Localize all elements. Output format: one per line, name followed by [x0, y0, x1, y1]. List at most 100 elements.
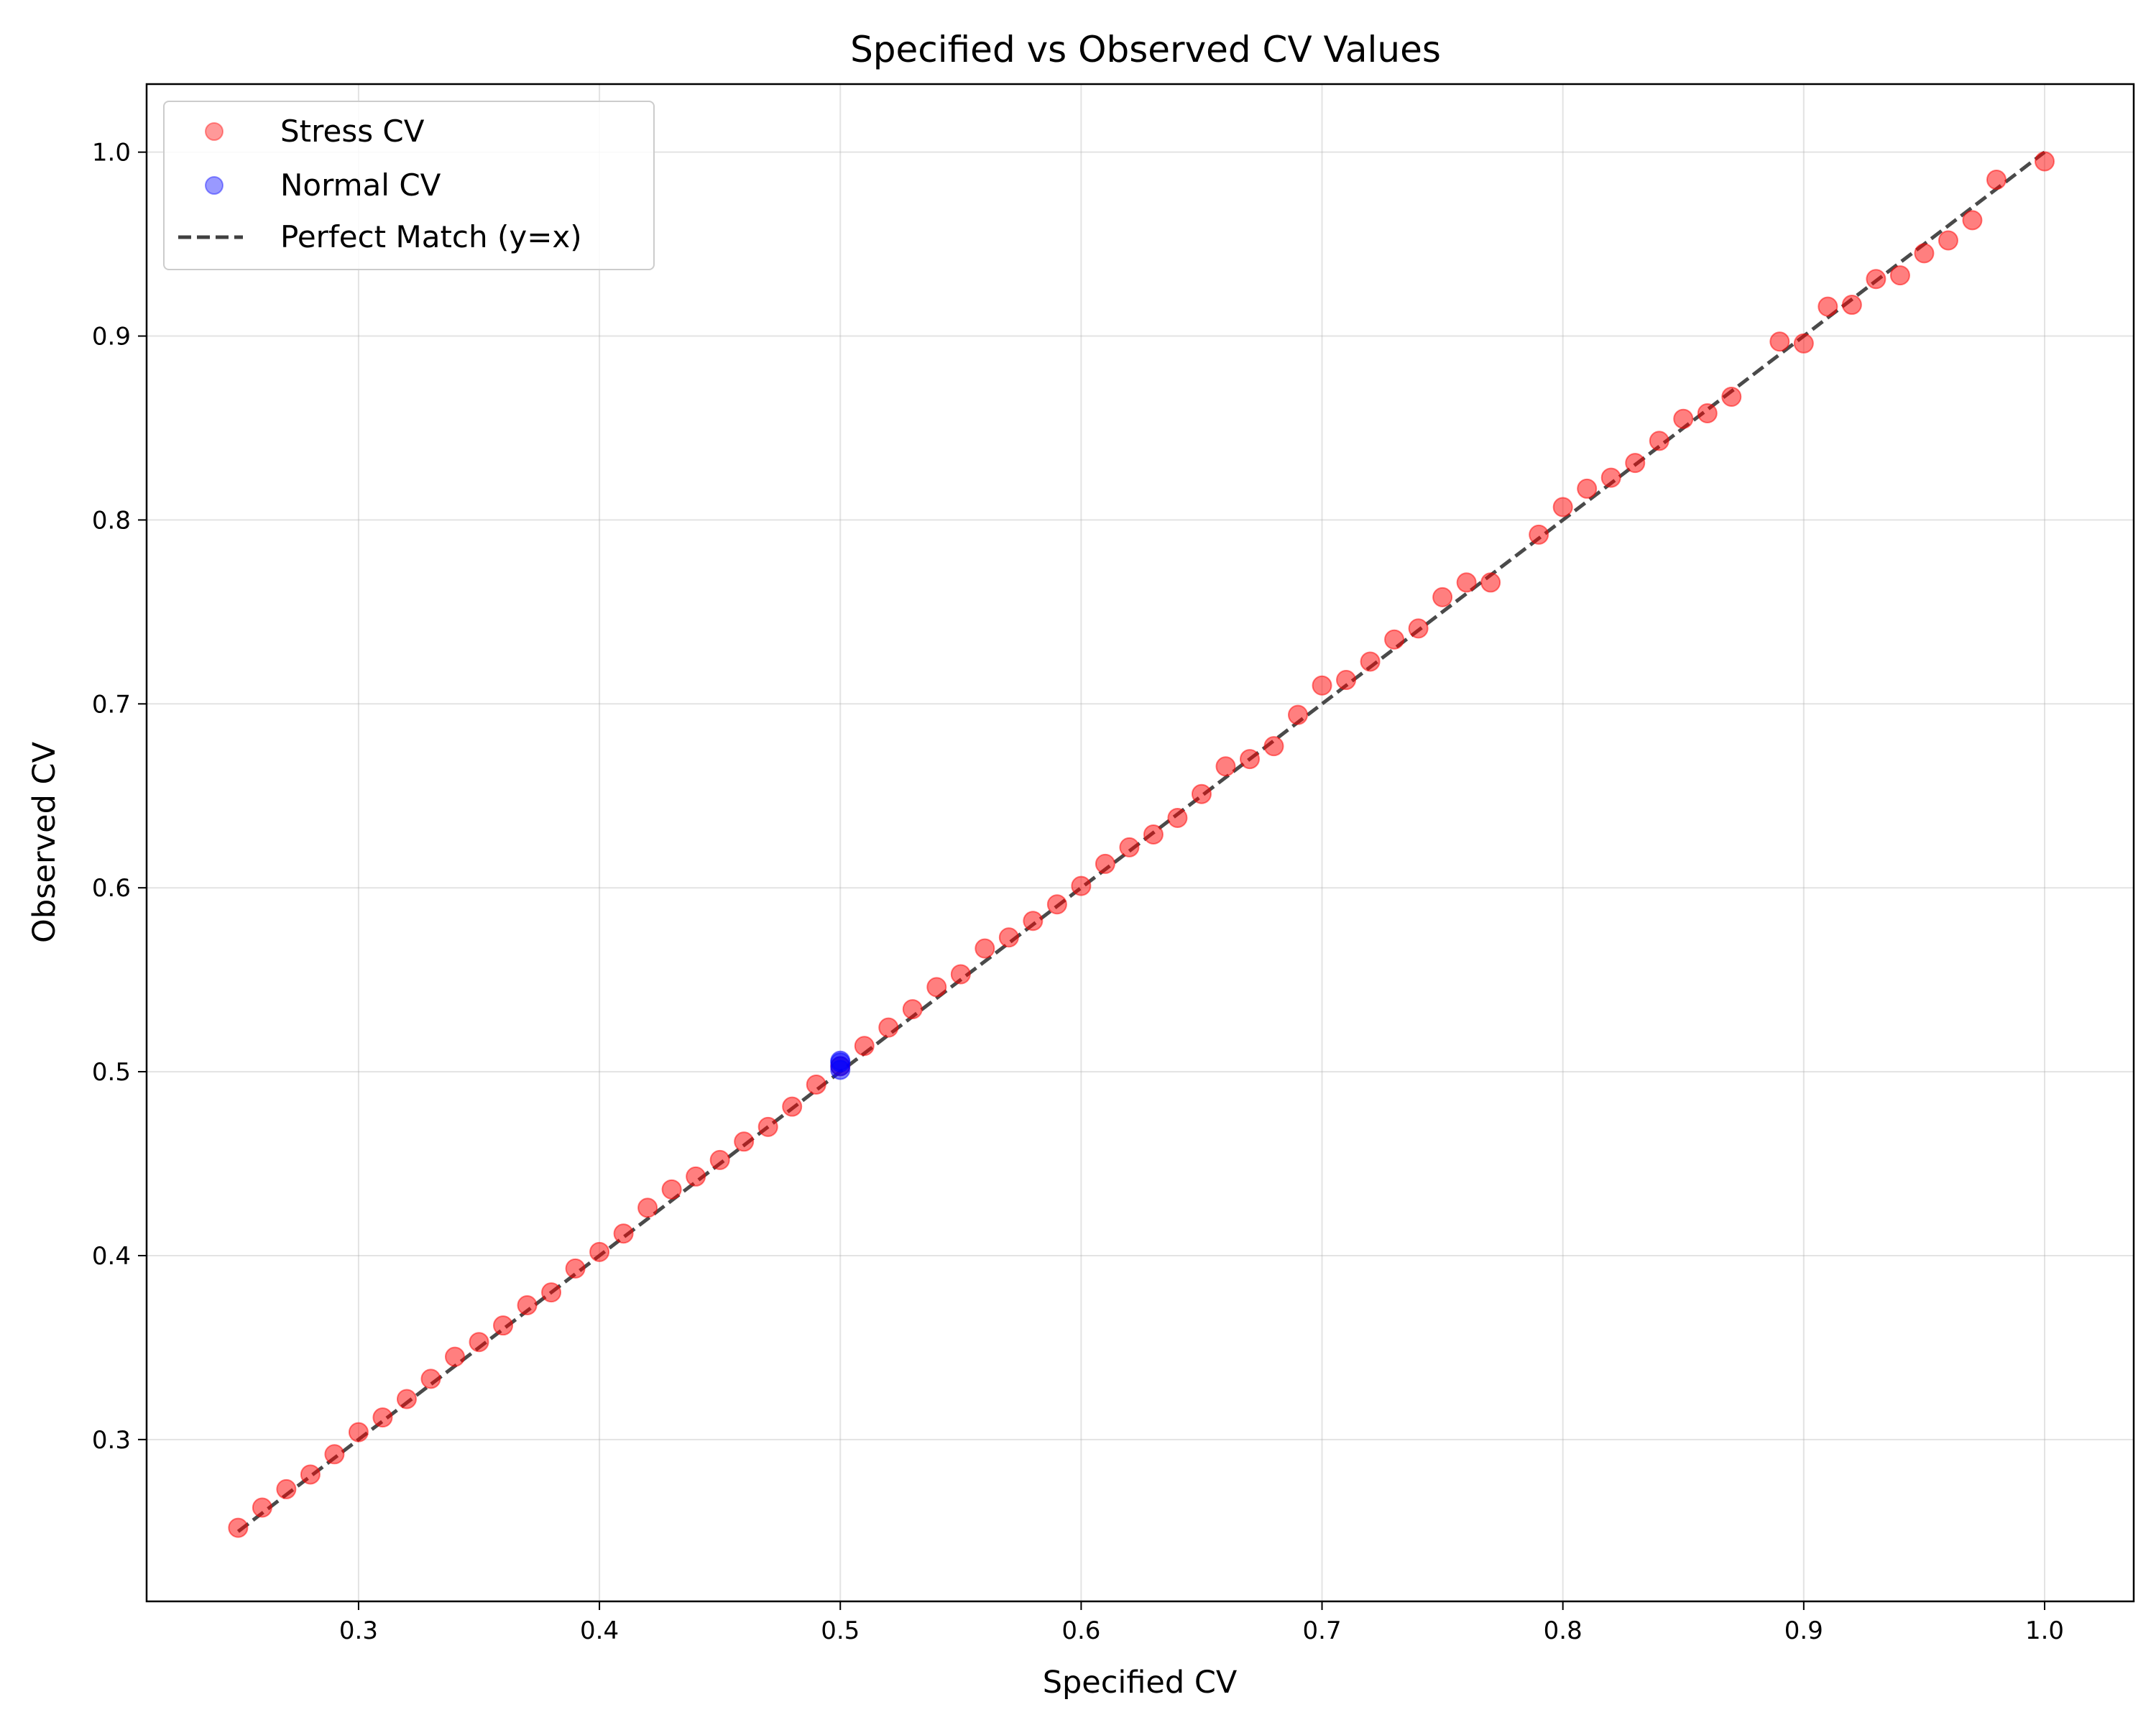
stress-cv-point-6 — [372, 1407, 393, 1428]
x-tick-label-2: 0.5 — [821, 1616, 860, 1645]
x-tick-label-1: 0.4 — [580, 1616, 619, 1645]
x-tick-label-3: 0.6 — [1061, 1616, 1100, 1645]
y-tick-label-1: 0.4 — [92, 1242, 131, 1271]
stress-cv-point-45 — [1312, 675, 1332, 696]
stress-cv-point-29 — [926, 977, 947, 998]
legend-marker-normal-cv — [205, 176, 224, 195]
legend-frame — [163, 101, 655, 270]
legend-label-stress-cv: Stress CV — [280, 114, 425, 149]
stress-cv-point-49 — [1408, 618, 1429, 639]
legend-marker-stress-cv — [205, 122, 224, 141]
legend-label-perfect-match: Perfect Match (y=x) — [280, 219, 582, 254]
stress-cv-point-42 — [1239, 749, 1260, 770]
stress-cv-point-55 — [1577, 478, 1598, 499]
legend-label-normal-cv: Normal CV — [280, 167, 441, 203]
stress-cv-point-27 — [878, 1017, 899, 1038]
stress-cv-point-48 — [1384, 629, 1405, 650]
stress-cv-point-9 — [444, 1346, 465, 1367]
stress-cv-point-26 — [854, 1036, 875, 1057]
stress-cv-point-20 — [709, 1149, 730, 1170]
y-axis-label: Observed CV — [27, 741, 63, 943]
points-layer — [228, 151, 2055, 1538]
stress-cv-point-70 — [1962, 210, 1983, 231]
stress-cv-point-59 — [1673, 408, 1694, 429]
stress-cv-point-56 — [1600, 467, 1621, 488]
stress-cv-point-69 — [1938, 230, 1958, 251]
chart-title: Specified vs Observed CV Values — [850, 29, 1441, 70]
y-tick-label-3: 0.6 — [92, 874, 131, 903]
stress-cv-point-60 — [1697, 403, 1718, 424]
stress-cv-point-61 — [1721, 386, 1742, 407]
stress-cv-point-39 — [1167, 807, 1188, 828]
stress-cv-point-5 — [348, 1422, 369, 1443]
stress-cv-point-51 — [1456, 572, 1477, 593]
stress-cv-point-11 — [493, 1315, 514, 1336]
y-tick-label-0: 0.3 — [92, 1426, 131, 1455]
stress-cv-point-37 — [1119, 837, 1140, 857]
stress-cv-point-47 — [1360, 651, 1381, 672]
stress-cv-point-0 — [228, 1517, 249, 1538]
x-tick-label-5: 0.8 — [1544, 1616, 1583, 1645]
stress-cv-point-52 — [1480, 572, 1501, 593]
stress-cv-point-4 — [324, 1444, 345, 1465]
stress-cv-point-66 — [1866, 269, 1886, 290]
stress-cv-point-67 — [1889, 265, 1910, 286]
stress-cv-point-12 — [517, 1295, 538, 1316]
stress-cv-point-34 — [1046, 894, 1067, 915]
stress-cv-point-50 — [1432, 586, 1453, 607]
stress-cv-point-15 — [589, 1241, 610, 1262]
stress-cv-point-21 — [734, 1131, 755, 1152]
stress-cv-point-33 — [1023, 911, 1044, 932]
normal-cv-point-3 — [830, 1050, 851, 1071]
y-tick-label-4: 0.7 — [92, 690, 131, 719]
stress-cv-point-44 — [1288, 704, 1309, 725]
legend: Stress CV Normal CV Perfect Match (y=x) — [163, 101, 655, 270]
x-tick-label-4: 0.7 — [1303, 1616, 1342, 1645]
stress-cv-point-65 — [1841, 295, 1862, 316]
stress-cv-point-63 — [1793, 333, 1814, 354]
grid-lines — [147, 84, 2134, 1601]
x-axis: 0.3 0.4 0.5 0.6 0.7 0.8 0.9 1.0 — [339, 1601, 2064, 1645]
stress-cv-point-13 — [541, 1282, 562, 1303]
stress-cv-point-14 — [565, 1258, 586, 1279]
plot-area — [145, 83, 2135, 1603]
y-tick-label-5: 0.8 — [92, 506, 131, 535]
stress-cv-point-32 — [998, 927, 1019, 948]
stress-cv-point-1 — [252, 1497, 272, 1518]
stress-cv-point-18 — [661, 1179, 682, 1200]
stress-cv-point-53 — [1529, 524, 1549, 545]
x-axis-label: Specified CV — [1043, 1665, 1238, 1701]
stress-cv-point-17 — [637, 1197, 658, 1218]
stress-cv-point-35 — [1071, 875, 1092, 896]
stress-cv-point-57 — [1625, 453, 1646, 474]
stress-cv-point-62 — [1769, 331, 1790, 352]
stress-cv-point-46 — [1336, 670, 1357, 691]
stress-cv-point-3 — [300, 1464, 321, 1485]
stress-cv-point-16 — [613, 1223, 634, 1244]
stress-cv-point-22 — [757, 1116, 778, 1137]
x-tick-label-7: 1.0 — [2025, 1616, 2064, 1645]
stress-cv-point-43 — [1263, 736, 1284, 757]
y-tick-label-6: 0.9 — [92, 323, 131, 351]
y-axis: 0.3 0.4 0.5 0.6 0.7 0.8 0.9 1.0 — [92, 139, 147, 1455]
stress-cv-point-72 — [2034, 151, 2055, 172]
x-tick-label-0: 0.3 — [339, 1616, 378, 1645]
stress-cv-point-30 — [950, 964, 971, 985]
stress-cv-point-19 — [686, 1166, 706, 1187]
stress-cv-point-31 — [975, 938, 995, 959]
stress-cv-point-7 — [396, 1389, 417, 1409]
stress-cv-point-8 — [420, 1368, 441, 1389]
stress-cv-point-36 — [1095, 853, 1115, 874]
stress-cv-point-28 — [902, 999, 923, 1020]
stress-cv-point-71 — [1986, 170, 2007, 190]
x-tick-label-6: 0.9 — [1784, 1616, 1823, 1645]
stress-cv-point-40 — [1191, 783, 1212, 804]
stress-cv-point-2 — [276, 1478, 297, 1499]
stress-cv-point-68 — [1914, 243, 1935, 264]
stress-cv-point-41 — [1215, 756, 1236, 777]
stress-cv-point-38 — [1143, 824, 1164, 845]
y-tick-label-7: 1.0 — [92, 139, 131, 167]
stress-cv-point-10 — [469, 1332, 489, 1353]
y-tick-label-2: 0.5 — [92, 1058, 131, 1087]
stress-cv-point-58 — [1649, 431, 1669, 451]
